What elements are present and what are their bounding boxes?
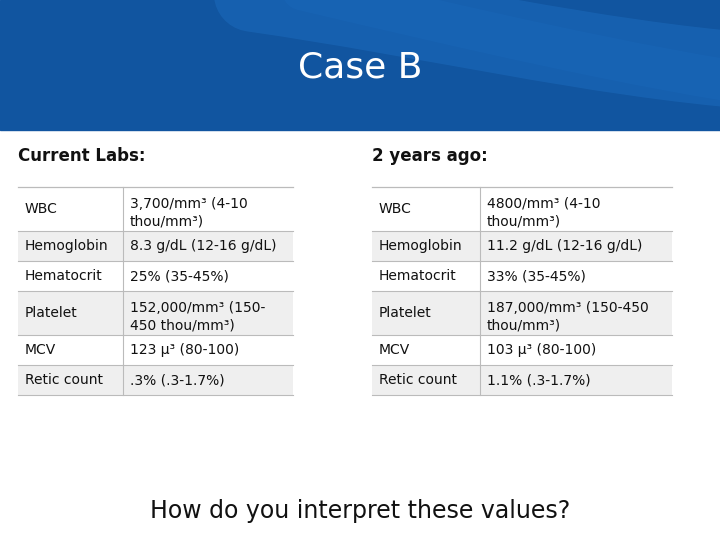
Text: 8.3 g/dL (12-16 g/dL): 8.3 g/dL (12-16 g/dL) — [130, 239, 276, 253]
Text: 4800/mm³ (4-10
thou/mm³): 4800/mm³ (4-10 thou/mm³) — [487, 197, 600, 228]
Text: MCV: MCV — [25, 343, 56, 357]
Bar — [18, 231, 293, 261]
Text: 187,000/mm³ (150-450
thou/mm³): 187,000/mm³ (150-450 thou/mm³) — [487, 301, 649, 333]
Text: Retic count: Retic count — [379, 373, 457, 387]
Text: Platelet: Platelet — [379, 306, 432, 320]
Text: WBC: WBC — [25, 202, 58, 216]
Text: MCV: MCV — [379, 343, 410, 357]
Text: Platelet: Platelet — [25, 306, 78, 320]
Text: 33% (35-45%): 33% (35-45%) — [487, 269, 586, 283]
Text: 3,700/mm³ (4-10
thou/mm³): 3,700/mm³ (4-10 thou/mm³) — [130, 197, 248, 228]
Bar — [18, 335, 293, 365]
Text: Case B: Case B — [298, 50, 422, 84]
Text: Hematocrit: Hematocrit — [379, 269, 456, 283]
Bar — [18, 365, 293, 395]
Text: Retic count: Retic count — [25, 373, 103, 387]
Text: 2 years ago:: 2 years ago: — [372, 147, 487, 165]
Bar — [372, 231, 672, 261]
Text: Current Labs:: Current Labs: — [18, 147, 145, 165]
Text: How do you interpret these values?: How do you interpret these values? — [150, 500, 570, 523]
Bar — [372, 335, 672, 365]
Bar — [18, 291, 293, 335]
Text: 103 μ³ (80-100): 103 μ³ (80-100) — [487, 343, 596, 357]
Bar — [18, 187, 293, 231]
Text: Hematocrit: Hematocrit — [25, 269, 103, 283]
Text: 25% (35-45%): 25% (35-45%) — [130, 269, 229, 283]
Text: 123 μ³ (80-100): 123 μ³ (80-100) — [130, 343, 239, 357]
Bar — [372, 365, 672, 395]
Text: .3% (.3-1.7%): .3% (.3-1.7%) — [130, 373, 225, 387]
Bar — [372, 261, 672, 291]
Text: WBC: WBC — [379, 202, 412, 216]
Text: 11.2 g/dL (12-16 g/dL): 11.2 g/dL (12-16 g/dL) — [487, 239, 642, 253]
Bar — [18, 261, 293, 291]
Text: Hemoglobin: Hemoglobin — [25, 239, 109, 253]
Text: 1.1% (.3-1.7%): 1.1% (.3-1.7%) — [487, 373, 590, 387]
Text: Hemoglobin: Hemoglobin — [379, 239, 463, 253]
Text: 152,000/mm³ (150-
450 thou/mm³): 152,000/mm³ (150- 450 thou/mm³) — [130, 301, 266, 333]
Bar — [372, 291, 672, 335]
Bar — [372, 187, 672, 231]
